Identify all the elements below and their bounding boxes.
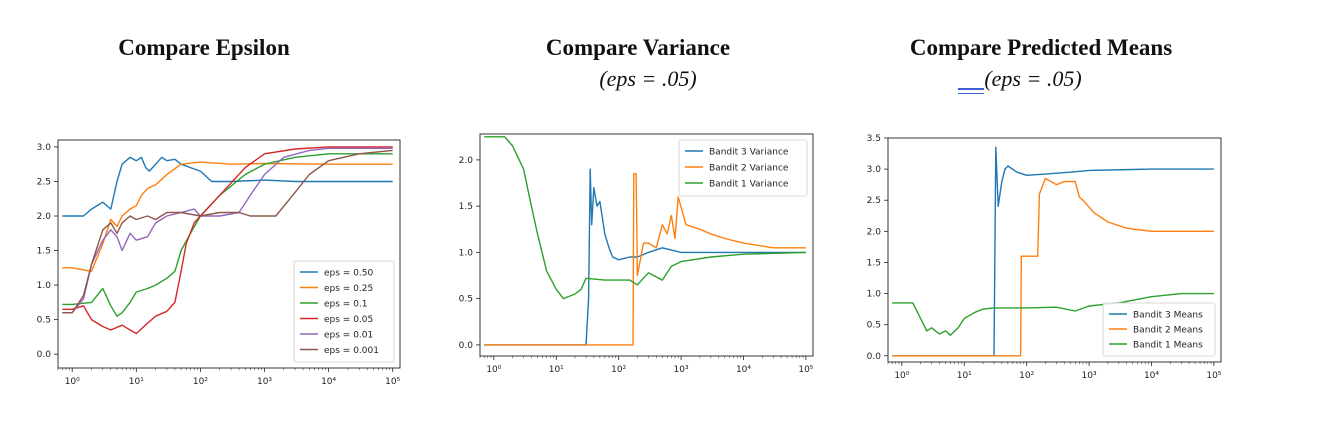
series-line-3 bbox=[62, 153, 393, 317]
series-line-4 bbox=[62, 146, 393, 335]
plot-frame bbox=[887, 137, 1222, 363]
y-tick-label: 1.5 bbox=[37, 247, 51, 257]
legend-label: eps = 0.05 bbox=[324, 315, 373, 325]
x-tick-label: 10² bbox=[1019, 371, 1034, 381]
x-tick-label: 10¹ bbox=[129, 377, 144, 387]
x-tick-label: 10⁰ bbox=[486, 365, 501, 375]
plot-frame bbox=[479, 133, 814, 357]
legend-box bbox=[678, 139, 808, 197]
x-tick-label: 10¹ bbox=[957, 371, 972, 381]
y-tick-label: 0.5 bbox=[459, 295, 473, 305]
chart-title-means: Compare Predicted Means bbox=[909, 35, 1173, 60]
y-tick-label: 3.5 bbox=[867, 134, 881, 144]
plot-frame bbox=[57, 139, 401, 369]
chart-title-variance: Compare Variance bbox=[545, 35, 731, 60]
x-tick-label: 10⁰ bbox=[65, 377, 80, 387]
y-tick-label: 0.0 bbox=[459, 341, 474, 351]
x-tick-label: 10⁴ bbox=[1144, 371, 1159, 381]
y-tick-label: 2.0 bbox=[867, 227, 882, 237]
series-line-1 bbox=[892, 146, 1214, 357]
series-line-2 bbox=[484, 173, 806, 346]
legend-label: Bandit 1 Means bbox=[1133, 341, 1203, 351]
y-tick-label: 1.0 bbox=[867, 290, 882, 300]
x-tick-label: 10⁵ bbox=[385, 377, 400, 387]
variance-chart: 10⁰ 10¹ 10² 10³ 10⁴ 10⁵ 0.0 0.5 1.0 1.5 2.0 Bandit … bbox=[459, 133, 814, 375]
x-tick-label: 10³ bbox=[674, 365, 689, 375]
series-line-1 bbox=[484, 168, 806, 346]
series-line-6 bbox=[62, 149, 393, 314]
legend-label: Bandit 3 Means bbox=[1133, 311, 1203, 321]
legend-label: eps = 0.001 bbox=[324, 346, 379, 356]
x-tick-label: 10³ bbox=[257, 377, 272, 387]
x-tick-label: 10⁴ bbox=[736, 365, 751, 375]
y-tick-label: 3.0 bbox=[867, 165, 882, 175]
legend-label: Bandit 3 Variance bbox=[709, 148, 789, 158]
legend-label: eps = 0.1 bbox=[324, 300, 368, 310]
hyperlink-underline-mark bbox=[958, 88, 984, 90]
chart-subtitle-means: (eps = .05) bbox=[984, 66, 1082, 91]
legend-label: eps = 0.01 bbox=[324, 331, 373, 341]
x-tick-label: 10² bbox=[611, 365, 626, 375]
y-tick-label: 2.5 bbox=[37, 177, 51, 187]
means-chart: 10⁰ 10¹ 10² 10³ 10⁴ 10⁵ 0.0 0.5 1.0 1.5 2.0 2.5 3.0 3… bbox=[867, 134, 1222, 381]
legend-label: eps = 0.50 bbox=[324, 269, 374, 279]
legend-label: Bandit 1 Variance bbox=[709, 180, 789, 190]
series-line-3 bbox=[484, 136, 806, 300]
legend-box bbox=[293, 260, 395, 363]
hyperlink-underline-mark-2 bbox=[958, 93, 984, 94]
legend-label: Bandit 2 Means bbox=[1133, 326, 1203, 336]
y-tick-label: 3.0 bbox=[37, 143, 52, 153]
series-line-1 bbox=[62, 156, 393, 217]
y-tick-label: 0.0 bbox=[867, 352, 882, 362]
x-tick-label: 10¹ bbox=[549, 365, 564, 375]
epsilon-chart: 10⁰ 10¹ 10² 10³ 10⁴ 10⁵ 0.0 0.5 1.0 1.5 2.0 2.5 3.0 e… bbox=[37, 139, 401, 387]
y-tick-label: 2.0 bbox=[459, 156, 474, 166]
x-tick-label: 10⁵ bbox=[798, 365, 813, 375]
x-tick-label: 10⁰ bbox=[894, 371, 909, 381]
series-line-2 bbox=[892, 177, 1214, 357]
x-tick-label: 10³ bbox=[1082, 371, 1097, 381]
y-tick-label: 1.0 bbox=[459, 248, 474, 258]
x-tick-label: 10⁴ bbox=[321, 377, 336, 387]
legend-label: Bandit 2 Variance bbox=[709, 164, 789, 174]
legend-label: eps = 0.25 bbox=[324, 284, 373, 294]
y-tick-label: 0.5 bbox=[867, 321, 881, 331]
legend-box bbox=[1102, 302, 1216, 357]
chart-title-epsilon: Compare Epsilon bbox=[118, 35, 290, 60]
y-tick-label: 1.5 bbox=[459, 202, 473, 212]
x-tick-label: 10² bbox=[193, 377, 208, 387]
y-tick-label: 2.0 bbox=[37, 212, 52, 222]
y-tick-label: 1.5 bbox=[867, 258, 881, 268]
chart-subtitle-variance: (eps = .05) bbox=[599, 66, 697, 91]
y-tick-label: 0.0 bbox=[37, 350, 52, 360]
y-tick-label: 0.5 bbox=[37, 316, 51, 326]
series-line-5 bbox=[62, 147, 393, 314]
y-tick-label: 1.0 bbox=[37, 281, 52, 291]
series-line-2 bbox=[62, 161, 393, 272]
x-tick-label: 10⁵ bbox=[1206, 371, 1221, 381]
y-tick-label: 2.5 bbox=[867, 196, 881, 206]
